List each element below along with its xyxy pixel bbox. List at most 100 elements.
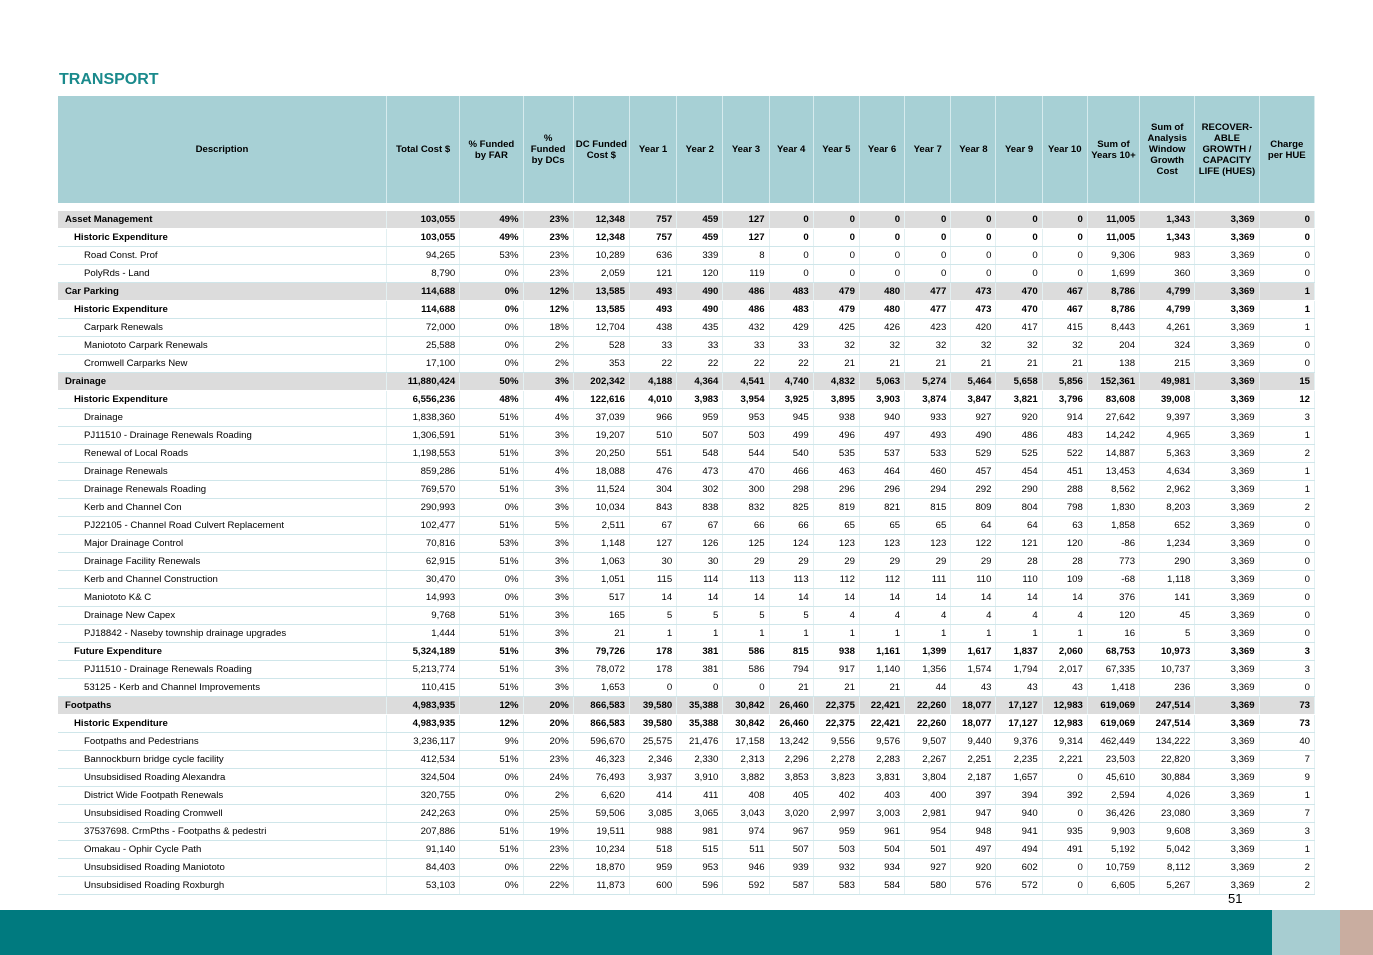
table-cell: 43 <box>1042 678 1088 697</box>
column-header: Year 7 <box>904 96 952 203</box>
table-cell: 463 <box>813 462 860 481</box>
table-cell: 4,541 <box>722 372 770 391</box>
table-cell: 79,726 <box>573 642 630 661</box>
table-cell: 127 <box>722 228 770 247</box>
table-cell: 417 <box>995 318 1043 337</box>
table-cell: 51% <box>459 444 524 463</box>
table-cell: 40 <box>1259 732 1316 751</box>
table-cell: 1 <box>629 624 678 643</box>
table-cell: 0 <box>629 678 678 697</box>
table-cell: 525 <box>995 444 1043 463</box>
table-cell: 23% <box>523 246 574 265</box>
table-cell: 4% <box>523 390 574 409</box>
table-cell: 480 <box>859 282 906 301</box>
table-cell: 1,574 <box>950 660 997 679</box>
table-cell: 435 <box>676 318 724 337</box>
table-cell: 18,088 <box>573 462 630 481</box>
column-header: % Funded by DCs <box>523 96 574 203</box>
table-row: PJ18842 - Naseby township drainage upgra… <box>58 624 1316 643</box>
table-cell: 479 <box>813 282 860 301</box>
table-cell: 940 <box>995 804 1043 823</box>
table-cell: 17,100 <box>386 354 461 373</box>
table-cell: 121 <box>995 534 1043 553</box>
table-cell: 12% <box>459 714 524 733</box>
table-cell: 0 <box>769 211 814 229</box>
subtotal-row: Historic Expenditure 114,688 0% 12% 13,585 49… <box>58 300 1316 319</box>
table-cell: 121 <box>629 264 678 283</box>
table-cell: 53,103 <box>386 876 461 895</box>
table-cell: 838 <box>676 498 724 517</box>
table-cell: 51% <box>459 408 524 427</box>
footer-accent-block <box>1272 910 1340 955</box>
table-cell: 4 <box>859 606 906 625</box>
row-description: Drainage <box>58 408 387 427</box>
table-cell: 122,616 <box>573 390 630 409</box>
table-cell: 402 <box>813 786 860 805</box>
table-cell: 22 <box>769 354 814 373</box>
table-cell: 583 <box>813 876 860 895</box>
table-cell: 178 <box>629 660 678 679</box>
table-cell: 32 <box>1042 336 1088 355</box>
table-cell: 12% <box>459 696 524 715</box>
table-cell: 14 <box>676 588 724 607</box>
table-cell: 3,369 <box>1194 660 1260 679</box>
table-cell: 2,962 <box>1139 480 1196 499</box>
table-cell: 392 <box>1042 786 1088 805</box>
table-cell: 125 <box>722 534 770 553</box>
table-cell: 1,161 <box>859 642 906 661</box>
table-cell: 459 <box>676 211 724 229</box>
table-cell: 110 <box>995 570 1043 589</box>
table-cell: 11,524 <box>573 480 630 499</box>
table-cell: 23% <box>523 750 574 769</box>
table-cell: 1,418 <box>1087 678 1141 697</box>
table-cell: 1 <box>1259 462 1316 481</box>
table-cell: 65 <box>904 516 952 535</box>
table-cell: 51% <box>459 678 524 697</box>
table-cell: 5,324,189 <box>386 642 461 661</box>
table-row: PJ11510 - Drainage Renewals Roading 5,213… <box>58 660 1316 679</box>
column-header: Sum of Analysis Window Growth Cost <box>1139 96 1196 203</box>
table-cell: 32 <box>904 336 952 355</box>
table-cell: 504 <box>859 840 906 859</box>
table-cell: 470 <box>995 282 1043 301</box>
table-cell: 91,140 <box>386 840 461 859</box>
table-cell: 920 <box>950 858 997 877</box>
table-cell: 8,203 <box>1139 498 1196 517</box>
column-header: % Funded by FAR <box>459 96 524 203</box>
table-cell: 29 <box>722 552 770 571</box>
table-cell: 45,610 <box>1087 768 1141 787</box>
table-cell: 236 <box>1139 678 1196 697</box>
column-header: Sum of Years 10+ <box>1087 96 1141 203</box>
row-description: 53125 - Kerb and Channel Improvements <box>58 678 387 697</box>
table-cell: 948 <box>950 822 997 841</box>
table-cell: 6,556,236 <box>386 390 461 409</box>
table-cell: 215 <box>1139 354 1196 373</box>
table-cell: 3% <box>523 660 574 679</box>
table-cell: 28 <box>995 552 1043 571</box>
table-cell: 324,504 <box>386 768 461 787</box>
table-cell: 5,856 <box>1042 372 1088 391</box>
table-cell: 586 <box>722 642 770 661</box>
table-cell: 967 <box>769 822 814 841</box>
table-cell: 496 <box>813 426 860 445</box>
table-cell: 0 <box>1259 246 1316 265</box>
table-cell: 115 <box>629 570 678 589</box>
table-cell: 0 <box>1259 624 1316 643</box>
column-header: Year 10 <box>1042 96 1088 203</box>
table-cell: 63 <box>1042 516 1088 535</box>
table-cell: 0 <box>950 246 997 265</box>
table-row: Footpaths and Pedestrians 3,236,117 9% 20% 5… <box>58 732 1316 751</box>
table-cell: 551 <box>629 444 678 463</box>
table-cell: -68 <box>1087 570 1141 589</box>
table-cell: 1,051 <box>573 570 630 589</box>
table-cell: 773 <box>1087 552 1141 571</box>
table-cell: 19,511 <box>573 822 630 841</box>
table-cell: 9,440 <box>950 732 997 751</box>
table-cell: 4,364 <box>676 372 724 391</box>
table-cell: 111 <box>904 570 952 589</box>
table-cell: 21 <box>769 678 814 697</box>
table-cell: 493 <box>629 282 678 301</box>
table-cell: 411 <box>676 786 724 805</box>
table-cell: 0 <box>859 246 906 265</box>
table-cell: 0% <box>459 264 524 283</box>
